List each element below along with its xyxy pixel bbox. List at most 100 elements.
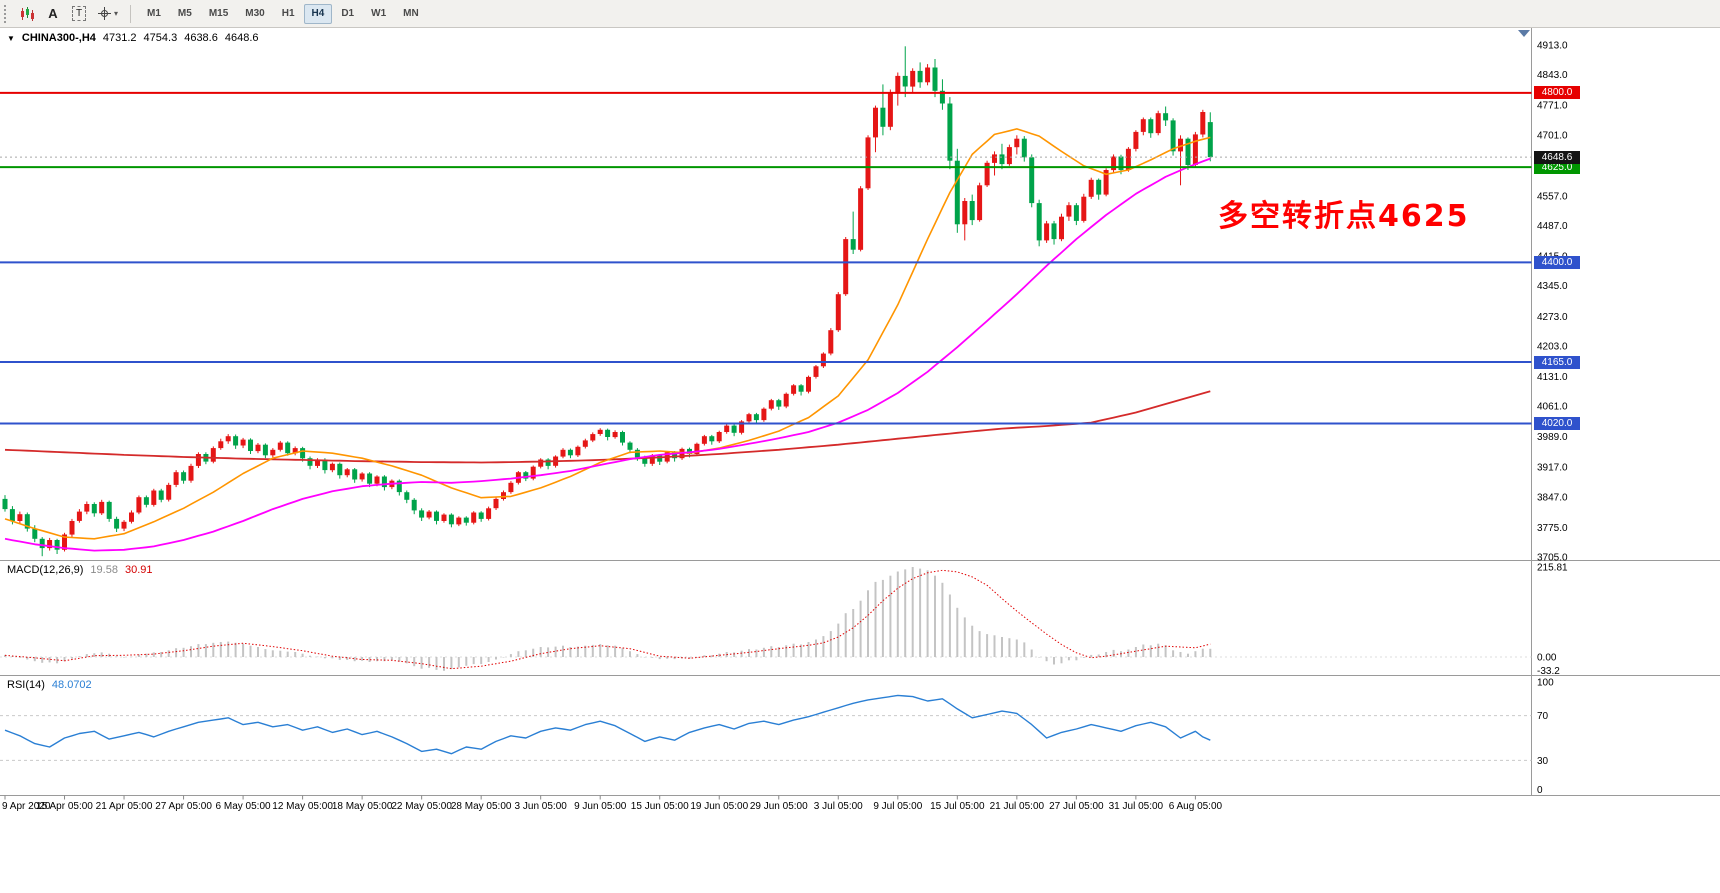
timeframe-w1-button[interactable]: W1 [363, 4, 394, 24]
rsi-panel [4, 694, 1211, 755]
ohlc-toggle-icon[interactable]: ▼ [7, 33, 15, 43]
horizontal-lines[interactable] [0, 91, 1532, 425]
svg-text:15 Apr 05:00: 15 Apr 05:00 [36, 801, 93, 812]
high-value: 4754.3 [143, 32, 178, 44]
svg-text:-33.2: -33.2 [1537, 666, 1560, 677]
svg-text:15 Jun 05:00: 15 Jun 05:00 [631, 801, 689, 812]
timeframe-mn-button[interactable]: MN [395, 4, 427, 24]
svg-text:4061.0: 4061.0 [1537, 402, 1568, 413]
macd-name: MACD(12,26,9) [7, 564, 84, 576]
price-tag-4625.0: 4625.0 [1534, 160, 1580, 174]
indicator-levels [0, 656, 1532, 761]
close-value: 4648.6 [224, 32, 259, 44]
svg-text:15 Jul 05:00: 15 Jul 05:00 [930, 801, 985, 812]
svg-text:9 Jun 05:00: 9 Jun 05:00 [574, 801, 627, 812]
text-box-button-label: T [71, 6, 87, 21]
svg-text:0: 0 [1537, 785, 1543, 796]
chart-type-button[interactable] [15, 3, 39, 25]
svg-text:12 May 05:00: 12 May 05:00 [272, 801, 333, 812]
dropdown-caret-icon: ▾ [114, 9, 119, 18]
ma-fast-line [4, 128, 1211, 540]
crosshair-icon [98, 7, 111, 20]
text-box-button[interactable]: T [67, 3, 91, 25]
macd-signal-value: 30.91 [124, 564, 153, 576]
svg-text:4843.0: 4843.0 [1537, 70, 1568, 81]
svg-text:4345.0: 4345.0 [1537, 281, 1568, 292]
svg-text:21 Jul 05:00: 21 Jul 05:00 [990, 801, 1045, 812]
price-tag-4400.0: 4400.0 [1534, 255, 1580, 269]
current-price-tag: 4648.6 [1534, 150, 1580, 164]
svg-text:100: 100 [1537, 678, 1554, 689]
svg-text:4487.0: 4487.0 [1537, 221, 1568, 232]
low-value: 4638.6 [184, 32, 218, 44]
timeframe-toolbar: M1 M5 M15 M30 H1 H4 D1 W1 MN [139, 3, 427, 24]
timeframe-m1-button[interactable]: M1 [139, 4, 169, 24]
toolbar-grip[interactable] [4, 4, 9, 23]
annotation-a-button[interactable]: A [41, 3, 65, 25]
timeframe-m30-button[interactable]: M30 [237, 4, 272, 24]
ma-slow-line [4, 390, 1211, 464]
crosshair-button[interactable]: ▾ [93, 3, 122, 25]
timeframe-h4-button[interactable]: H4 [303, 3, 333, 24]
svg-text:3 Jul 05:00: 3 Jul 05:00 [814, 801, 863, 812]
symbol-period-label: CHINA300-,H4 [21, 32, 96, 44]
svg-text:215.81: 215.81 [1537, 563, 1568, 574]
svg-text:3917.0: 3917.0 [1537, 463, 1568, 474]
price-tag-4800.0: 4800.0 [1534, 86, 1580, 100]
svg-text:9 Apr 2020: 9 Apr 2020 [2, 801, 51, 812]
timeframe-m5-button[interactable]: M5 [170, 4, 200, 24]
candles-layer [2, 46, 1213, 557]
svg-text:4131.0: 4131.0 [1537, 372, 1568, 383]
svg-text:6 May 05:00: 6 May 05:00 [216, 801, 271, 812]
markers [1518, 30, 1530, 37]
symbol-info-line: ▼ CHINA300-,H4 4731.2 4754.3 4638.6 4648… [7, 32, 259, 44]
macd-axis-labels[interactable]: 215.81 0.00 -33.2 [1537, 563, 1568, 677]
svg-text:30: 30 [1537, 756, 1549, 767]
svg-text:4203.0: 4203.0 [1537, 341, 1568, 352]
timeframe-d1-button[interactable]: D1 [333, 4, 362, 24]
toolbar-tools: A T ▾ [15, 3, 122, 25]
annotation-text: 多空转折点4625 [1218, 199, 1470, 234]
ma-mid-line [4, 157, 1211, 552]
chart-canvas[interactable]: 4913.04843.04771.04701.04631.04557.04487… [0, 28, 1720, 893]
timeframe-h1-button[interactable]: H1 [274, 4, 303, 24]
toolbar-separator [130, 4, 132, 23]
timeframe-m15-button[interactable]: M15 [201, 4, 236, 24]
svg-text:4557.0: 4557.0 [1537, 191, 1568, 202]
svg-text:70: 70 [1537, 711, 1549, 722]
rsi-value: 48.0702 [51, 679, 92, 691]
price-tag-4020.0: 4020.0 [1534, 417, 1580, 430]
macd-label: MACD(12,26,9) 19.58 30.91 [7, 564, 152, 576]
rsi-line [4, 694, 1211, 755]
svg-text:21 Apr 05:00: 21 Apr 05:00 [96, 801, 153, 812]
rsi-name: RSI(14) [7, 679, 45, 691]
svg-text:9 Jul 05:00: 9 Jul 05:00 [873, 801, 922, 812]
svg-text:4701.0: 4701.0 [1537, 130, 1568, 141]
toolbar: A T ▾ M1 M5 M15 M30 H1 H4 D1 W1 MN [0, 0, 1720, 28]
svg-text:19 Jun 05:00: 19 Jun 05:00 [690, 801, 748, 812]
svg-text:4771.0: 4771.0 [1537, 101, 1568, 112]
svg-text:27 Jul 05:00: 27 Jul 05:00 [1049, 801, 1104, 812]
candlestick-chart-icon [21, 6, 34, 21]
svg-text:28 May 05:00: 28 May 05:00 [451, 801, 512, 812]
annotation-a-button-label: A [48, 6, 58, 21]
svg-text:6 Aug 05:00: 6 Aug 05:00 [1169, 801, 1223, 812]
moving-averages [4, 128, 1211, 552]
macd-main-value: 19.58 [90, 564, 118, 576]
svg-text:4913.0: 4913.0 [1537, 41, 1568, 52]
svg-text:3989.0: 3989.0 [1537, 432, 1568, 443]
chart-shift-marker-icon [1518, 30, 1530, 37]
price-axis-labels[interactable]: 4913.04843.04771.04701.04631.04557.04487… [1537, 41, 1568, 564]
svg-text:29 Jun 05:00: 29 Jun 05:00 [750, 801, 808, 812]
svg-text:4273.0: 4273.0 [1537, 312, 1568, 323]
price-tag-4165.0: 4165.0 [1534, 355, 1580, 369]
chart-area[interactable]: 4913.04843.04771.04701.04631.04557.04487… [0, 28, 1720, 893]
svg-text:3847.0: 3847.0 [1537, 492, 1568, 503]
panel-frame [0, 28, 1720, 796]
rsi-axis-labels[interactable]: 100 70 30 0 [1537, 678, 1554, 797]
rsi-label: RSI(14) 48.0702 [7, 679, 92, 691]
svg-text:0.00: 0.00 [1537, 653, 1557, 664]
open-value: 4731.2 [102, 32, 137, 44]
